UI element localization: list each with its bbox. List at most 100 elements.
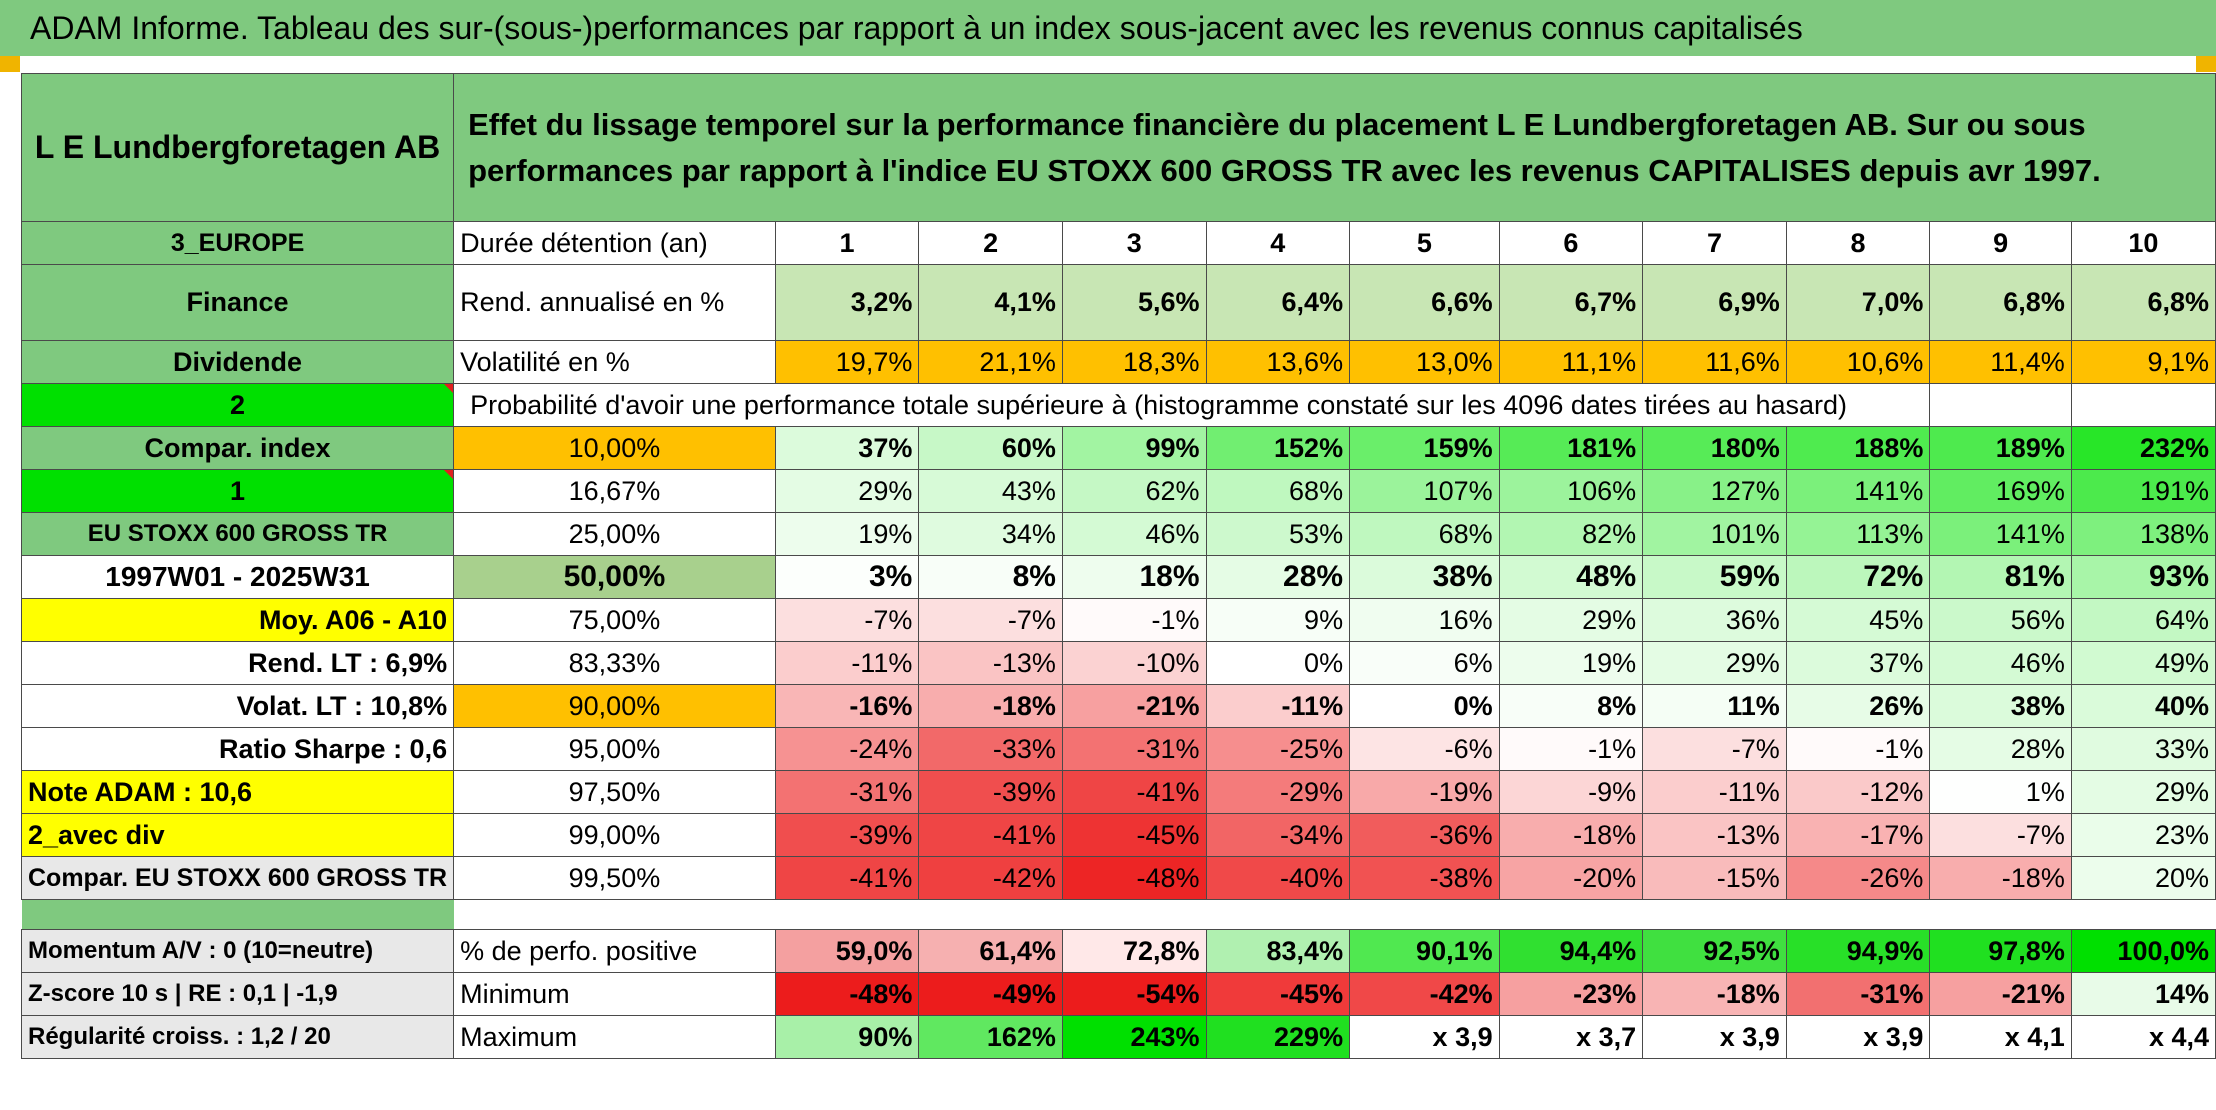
performance-cell: -7% — [918, 598, 1063, 642]
performance-cell: -18% — [1929, 856, 2072, 900]
footer-value-cell: -18% — [1642, 972, 1787, 1016]
performance-cell: 189% — [1929, 426, 2072, 470]
row-side-label: Rend. LT : 6,9% — [20, 641, 455, 685]
performance-cell: -6% — [1349, 727, 1500, 771]
rend-cell: 6,7% — [1498, 264, 1644, 341]
performance-cell: 1% — [1929, 770, 2072, 814]
spacer-cell — [454, 900, 2216, 930]
performance-cell: -11% — [774, 641, 920, 685]
performance-cell: 19% — [774, 512, 920, 556]
percentile-cell: 90,00% — [453, 684, 776, 728]
performance-cell: -1% — [1061, 598, 1207, 642]
probability-body: Compar. index 10,00% 37% 60% 99% 152% 159% 181%… — [20, 426, 2216, 900]
rend-row: Finance Rend. annualisé en % 3,2% 4,1% 5… — [20, 264, 2216, 341]
performance-cell: -13% — [1642, 813, 1787, 857]
row-side-label[interactable]: 1 — [20, 469, 455, 513]
rend-cell: 5,6% — [1061, 264, 1207, 341]
sector-label: Finance — [20, 264, 455, 341]
region-label: 3_EUROPE — [20, 221, 455, 265]
performance-cell: -7% — [1929, 813, 2072, 857]
performance-cell: 68% — [1205, 469, 1351, 513]
performance-cell: 141% — [1785, 469, 1931, 513]
probability-selector[interactable]: 2 — [20, 383, 455, 427]
probability-row: Moy. A06 - A10 75,00% -7% -7% -1% 9% 16% 29% 36%… — [20, 598, 2216, 642]
percentile-cell: 99,50% — [453, 856, 776, 900]
performance-cell: -21% — [1061, 684, 1207, 728]
vol-cell: 19,7% — [774, 340, 920, 384]
footer-value-cell: x 3,9 — [1349, 1015, 1500, 1059]
performance-cell: 20% — [2070, 856, 2216, 900]
probability-row: 1997W01 - 2025W31 50,00% 3% 8% 18% 28% 38% 48% 5… — [20, 555, 2216, 599]
footer-value-cell: 90,1% — [1349, 929, 1500, 973]
performance-cell: 81% — [1929, 555, 2072, 599]
performance-cell: -42% — [918, 856, 1063, 900]
footer-value-cell: 100,0% — [2070, 929, 2216, 973]
probability-row: Ratio Sharpe : 0,6 95,00% -24% -33% -31% -25%… — [20, 727, 2216, 771]
performance-cell: -1% — [1785, 727, 1931, 771]
probability-row: 1 16,67% 29% 43% 62% 68% 107% 106% 127% 141% 169% 1… — [20, 469, 2216, 513]
performance-cell: 29% — [774, 469, 920, 513]
performance-cell: 101% — [1642, 512, 1787, 556]
footer-row: Momentum A/V : 0 (10=neutre)% de perfo. … — [20, 929, 2216, 973]
duration-cell: 8 — [1785, 221, 1931, 265]
performance-cell: -9% — [1498, 770, 1644, 814]
percentile-cell: 75,00% — [453, 598, 776, 642]
performance-cell: -45% — [1061, 813, 1207, 857]
rend-cell: 6,6% — [1349, 264, 1500, 341]
performance-cell: -31% — [774, 770, 920, 814]
vol-cell: 10,6% — [1785, 340, 1931, 384]
performance-cell: 18% — [1061, 555, 1207, 599]
footer-value-cell: x 3,9 — [1642, 1015, 1787, 1059]
performance-cell: -40% — [1205, 856, 1351, 900]
vol-cell: 13,6% — [1205, 340, 1351, 384]
header-description: Effet du lissage temporel sur la perform… — [453, 73, 2216, 222]
performance-cell: -20% — [1498, 856, 1644, 900]
duration-cell: 9 — [1929, 221, 2072, 265]
rend-cell: 4,1% — [918, 264, 1063, 341]
performance-cell: -25% — [1205, 727, 1351, 771]
row-side-label: EU STOXX 600 GROSS TR — [20, 512, 455, 556]
percentile-cell: 25,00% — [453, 512, 776, 556]
performance-cell: 93% — [2070, 555, 2216, 599]
blank-cell — [1929, 383, 2072, 427]
performance-cell: 29% — [2070, 770, 2216, 814]
row-side-label: Compar. EU STOXX 600 GROSS TR — [20, 856, 455, 900]
performance-cell: 23% — [2070, 813, 2216, 857]
performance-cell: 37% — [1785, 641, 1931, 685]
performance-cell: 152% — [1205, 426, 1351, 470]
performance-table: L E Lundbergforetagen AB Effet du lissag… — [20, 73, 2216, 1059]
performance-cell: -29% — [1205, 770, 1351, 814]
performance-cell: 40% — [2070, 684, 2216, 728]
performance-cell: -39% — [774, 813, 920, 857]
row-side-label: Ratio Sharpe : 0,6 — [20, 727, 455, 771]
rend-label: Rend. annualisé en % — [453, 264, 776, 341]
spacer-row — [21, 899, 2216, 930]
percentile-cell: 16,67% — [453, 469, 776, 513]
performance-cell: 138% — [2070, 512, 2216, 556]
performance-cell: -48% — [1061, 856, 1207, 900]
duration-cell: 1 — [774, 221, 920, 265]
footer-value-cell: 229% — [1205, 1015, 1351, 1059]
row-side-label: 1997W01 - 2025W31 — [20, 555, 455, 599]
duration-cell: 10 — [2070, 221, 2216, 265]
performance-cell: -34% — [1205, 813, 1351, 857]
footer-side-label: Régularité croiss. : 1,2 / 20 — [20, 1015, 455, 1059]
performance-cell: -17% — [1785, 813, 1931, 857]
performance-cell: 107% — [1349, 469, 1500, 513]
footer-value-cell: 14% — [2070, 972, 2216, 1016]
performance-cell: 127% — [1642, 469, 1787, 513]
performance-cell: 43% — [918, 469, 1063, 513]
percentile-cell: 10,00% — [453, 426, 776, 470]
style-label: Dividende — [20, 340, 455, 384]
footer-metric-label: % de perfo. positive — [453, 929, 776, 973]
performance-cell: 82% — [1498, 512, 1644, 556]
vol-cell: 11,4% — [1929, 340, 2072, 384]
performance-cell: 8% — [918, 555, 1063, 599]
durations-label: Durée détention (an) — [453, 221, 776, 265]
performance-cell: -18% — [1498, 813, 1644, 857]
footer-value-cell: 72,8% — [1061, 929, 1207, 973]
performance-cell: -36% — [1349, 813, 1500, 857]
probability-row: Volat. LT : 10,8% 90,00% -16% -18% -21% -11% 0… — [20, 684, 2216, 728]
performance-cell: 6% — [1349, 641, 1500, 685]
percentile-cell: 95,00% — [453, 727, 776, 771]
